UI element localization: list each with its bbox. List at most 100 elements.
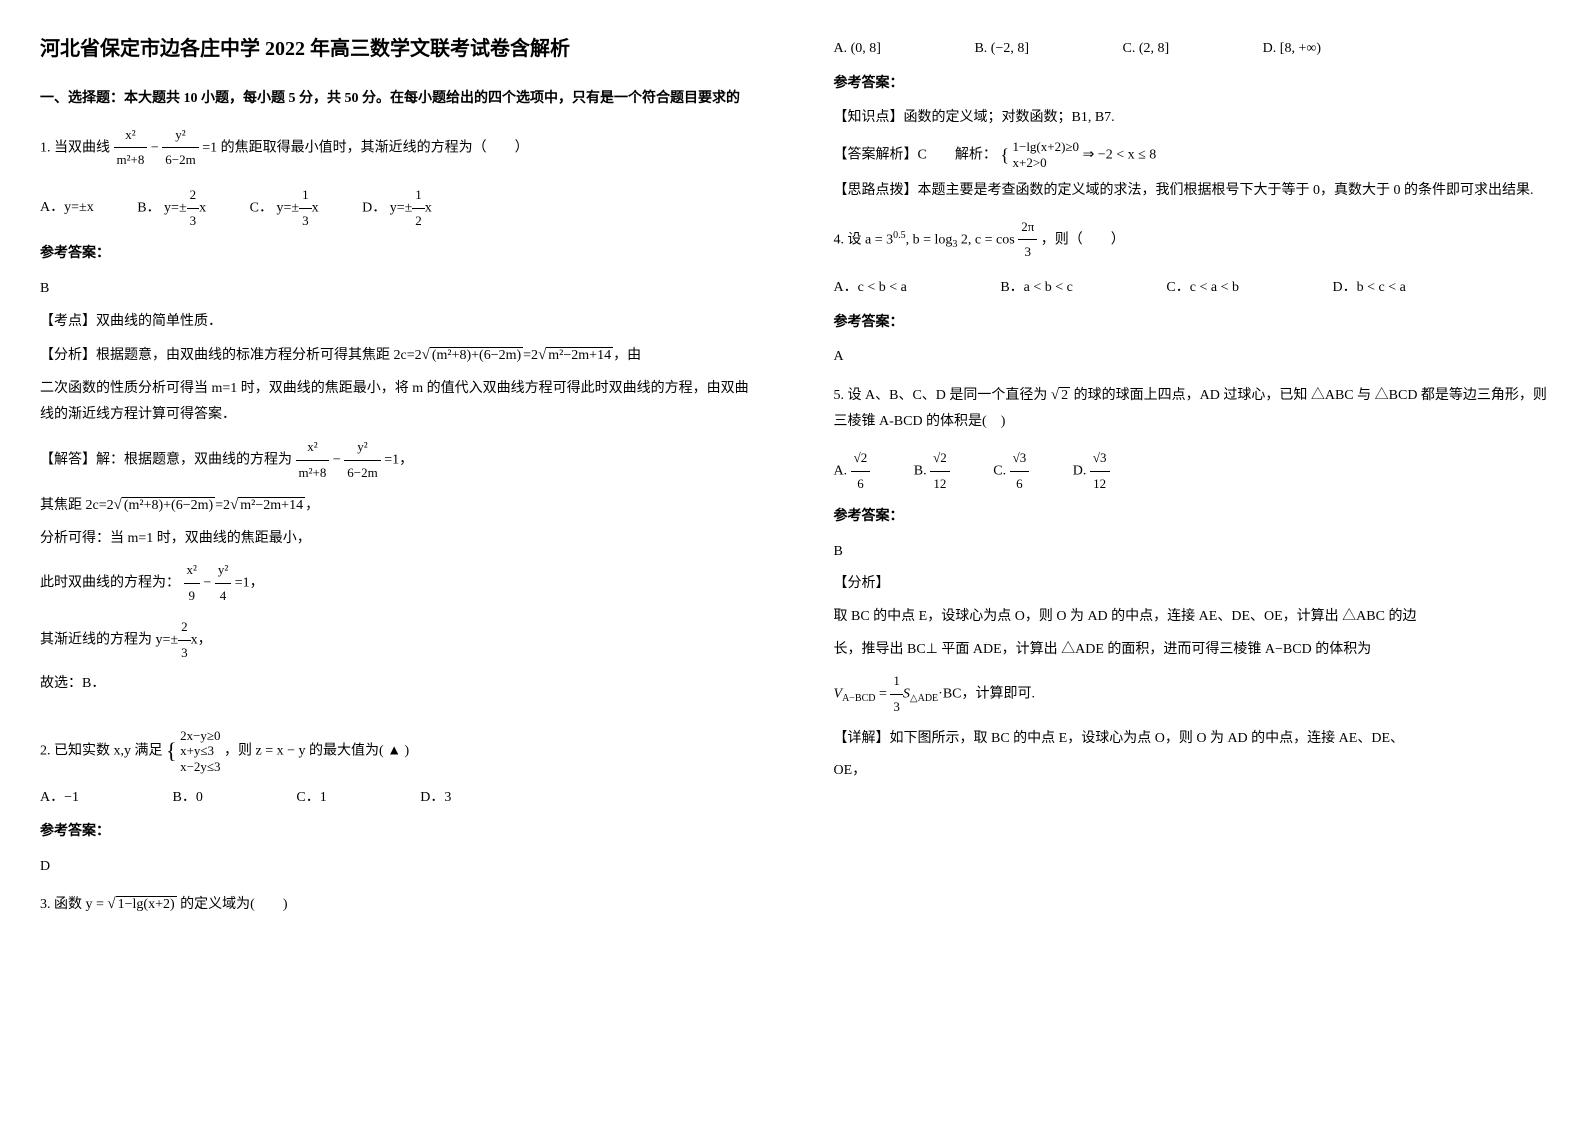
q1-optd-pre: D．	[362, 200, 386, 215]
q1-jd-num-r: y²	[344, 435, 380, 461]
q5-fx-eq-mid: =	[876, 687, 891, 702]
q5-fx-den: 3	[890, 695, 903, 720]
q5-options: A. √26 B. √212 C. √36 D. √312	[834, 446, 1548, 496]
q1-frac-right: y² 6−2m	[162, 123, 198, 173]
q5-fx-frac: 13	[890, 669, 903, 719]
q5-answer-label: 参考答案：	[834, 504, 1548, 531]
q5-xj-l1: 【详解】如下图所示，取 BC 的中点 E，设球心为点 O，则 O 为 AD 的中…	[834, 726, 1548, 753]
q1-opt-c: C． y=±13x	[250, 183, 319, 233]
q2-c2: x+y≤3	[180, 743, 220, 759]
q5-opt-c: C. √36	[993, 446, 1029, 496]
brace-icon: {	[1000, 138, 1009, 172]
q1-optd-eq: y=±	[390, 200, 413, 215]
q5-b-frac: √212	[930, 446, 950, 496]
q1-opt-d: D． y=±12x	[362, 183, 432, 233]
q3-answer-label: 参考答案：	[834, 71, 1548, 98]
q1-fx-sqrt2: m²−2m+14	[546, 347, 613, 363]
q1-num-r: y²	[162, 123, 198, 149]
q2-c3: x−2y≤3	[180, 759, 220, 775]
q1-fx-mid: =2	[523, 348, 538, 363]
q3-pre: 3. 函数 y =	[40, 897, 107, 912]
q2-opt-a: A．−1	[40, 785, 79, 812]
q1-jd-l5-den: 3	[178, 641, 191, 666]
q3-opt-a: A. (0, 8]	[834, 36, 881, 63]
question-1: 1. 当双曲线 x² m²+8 − y² 6−2m =1 的焦距取得最小值时，其…	[40, 123, 754, 173]
q2-constraints: 2x−y≥0 x+y≤3 x−2y≤3	[180, 728, 220, 775]
q1-jd-l4-den-l: 9	[184, 584, 200, 609]
question-5: 5. 设 A、B、C、D 是同一个直径为 √2 的球的球面上四点，AD 过球心，…	[834, 381, 1548, 436]
minus-sign: −	[333, 452, 341, 467]
q3-brace-body: 1−lg(x+2)≥0 x+2>0	[1012, 139, 1079, 170]
q3-post: 的定义域为( )	[177, 897, 288, 912]
q2-opt-d: D．3	[420, 785, 451, 812]
q1-jd-l5-pre: 其渐近线的方程为 y=±	[40, 632, 178, 647]
q1-jd-line4: 此时双曲线的方程为： x²9 − y²4 =1，	[40, 558, 754, 608]
q1-jd-line6: 故选：B．	[40, 671, 754, 698]
q5-a-frac: √26	[851, 446, 871, 496]
q4-eq1-post: , b = log	[906, 232, 953, 247]
q2-answer: D	[40, 854, 754, 881]
q1-jd-frac-r: y²6−2m	[344, 435, 380, 485]
q1-optb-den: 3	[187, 209, 200, 234]
q5-b-num: √2	[930, 446, 950, 472]
q3-opt-c: C. (2, 8]	[1123, 36, 1170, 63]
radic-icon: √	[114, 497, 122, 513]
q3-knowledge: 【知识点】函数的定义域；对数函数；B1, B7.	[834, 105, 1548, 132]
q5-fx-num: 1	[890, 669, 903, 695]
q5-fx-l2: 长，推导出 BC⊥ 平面 ADE，计算出 △ADE 的面积，进而可得三棱锥 A−…	[834, 637, 1548, 664]
q5-c-den: 6	[1010, 472, 1030, 497]
q1-jd-line5: 其渐近线的方程为 y=±23x，	[40, 615, 754, 665]
q1-kaodian: 【考点】双曲线的简单性质．	[40, 309, 754, 336]
q5-pre: 5. 设 A、B、C、D 是同一个直径为	[834, 388, 1051, 403]
q2-c1: 2x−y≥0	[180, 728, 220, 744]
q5-fx-eq-sub: A−BCD	[842, 693, 875, 704]
q1-jd-l2-post: ，	[305, 498, 319, 513]
q1-num-l: x²	[114, 123, 148, 149]
q1-jd-l2-mid: =2	[215, 498, 230, 513]
q1-options: A．y=±x B． y=±23x C． y=±13x D． y=±12x	[40, 183, 754, 233]
q1-optb-tail: x	[199, 200, 206, 215]
q1-jd-pre: 【解答】解：根据题意，双曲线的方程为	[40, 452, 292, 467]
q4-opt-c: C．c < a < b	[1166, 275, 1239, 302]
q2-mid: ，则 z = x − y 的最大值为( ▲ )	[224, 743, 409, 758]
q5-fx-label: 【分析】	[834, 571, 1548, 598]
q1-optd-den: 2	[412, 209, 425, 234]
q1-jd-den-l: m²+8	[296, 461, 330, 486]
q3-opt-b: B. (−2, 8]	[974, 36, 1029, 63]
q5-d-num: √3	[1090, 446, 1110, 472]
q5-opt-b: B. √212	[914, 446, 950, 496]
q1-frac-left: x² m²+8	[114, 123, 148, 173]
q5-fx-l3-post: ，计算即可.	[962, 687, 1036, 702]
q5-d-frac: √312	[1090, 446, 1110, 496]
q5-b-pre: B.	[914, 463, 930, 478]
q3-brace-bot: x+2>0	[1012, 155, 1079, 171]
q5-fx-eq-v: V	[834, 687, 843, 702]
q1-jd-line3: 分析可得：当 m=1 时，双曲线的焦距最小，	[40, 526, 754, 553]
q3-brace-top: 1−lg(x+2)≥0	[1012, 139, 1079, 155]
q1-fx-line2: 二次函数的性质分析可得当 m=1 时，双曲线的焦距最小，将 m 的值代入双曲线方…	[40, 376, 754, 429]
radic-icon: √	[422, 347, 430, 363]
q4-den: 3	[1018, 240, 1037, 265]
q4-answer-label: 参考答案：	[834, 310, 1548, 337]
q5-fx-post: ·BC	[938, 687, 961, 702]
q1-optd-tail: x	[425, 200, 432, 215]
q5-opt-a: A. √26	[834, 446, 871, 496]
q1-den-r: 6−2m	[162, 148, 198, 173]
minus-sign: −	[151, 140, 159, 155]
q1-fx-pre: 【分析】根据题意，由双曲线的标准方程分析可得其焦距 2c=2	[40, 348, 422, 363]
brace-icon: {	[166, 730, 177, 772]
q1-jd-l4-den-r: 4	[215, 584, 231, 609]
q1-jd-l5-num: 2	[178, 615, 191, 641]
q1-jd-post: ，	[399, 452, 413, 467]
q1-fenxi: 【分析】根据题意，由双曲线的标准方程分析可得其焦距 2c=2√(m²+8)+(6…	[40, 341, 754, 370]
q3-ans-pre: 【答案解析】C 解析：	[834, 147, 997, 162]
q1-fx-post: ，由	[613, 348, 641, 363]
q4-eq1-sup: 0.5	[893, 229, 906, 240]
left-page: 河北省保定市边各庄中学 2022 年高三数学文联考试卷含解析 一、选择题：本大题…	[0, 0, 794, 959]
q4-opt-b: B．a < b < c	[1000, 275, 1073, 302]
q1-answer: B	[40, 276, 754, 303]
q2-pre: 2. 已知实数 x,y 满足	[40, 743, 163, 758]
q1-jd-l4-pre: 此时双曲线的方程为：	[40, 576, 180, 591]
q1-jd-l5-post: x，	[191, 632, 212, 647]
q4-answer: A	[834, 344, 1548, 371]
